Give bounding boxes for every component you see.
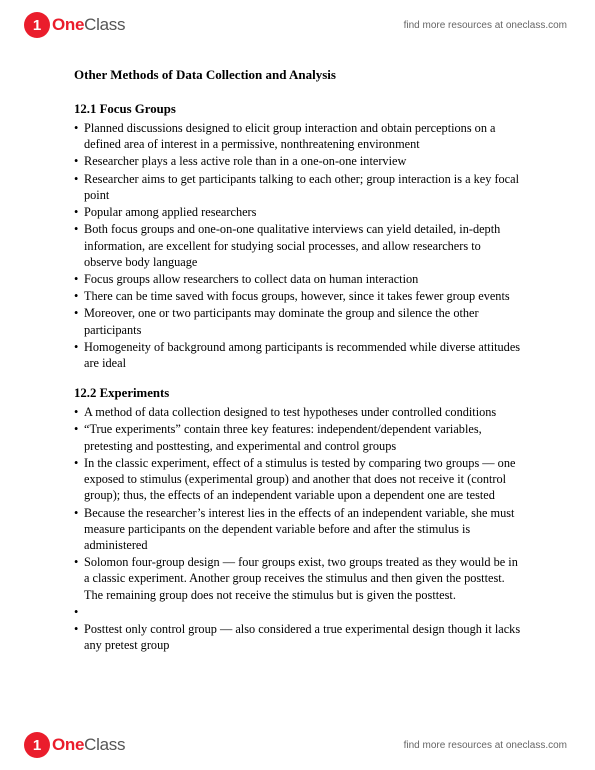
logo-class: Class xyxy=(84,15,125,34)
bullet-dot: • xyxy=(74,171,84,203)
bullet-text: Researcher aims to get participants talk… xyxy=(84,171,521,203)
bullet-dot: • xyxy=(74,120,84,152)
bullet-dot: • xyxy=(74,421,84,453)
bullet-text: Solomon four-group design — four groups … xyxy=(84,554,521,603)
bullet-item: • xyxy=(74,604,521,620)
bullet-dot: • xyxy=(74,554,84,603)
footer-logo: 1 OneClass xyxy=(24,732,125,758)
bullet-item: •Posttest only control group — also cons… xyxy=(74,621,521,653)
header: 1 OneClass find more resources at onecla… xyxy=(0,0,595,46)
bullet-item: •Because the researcher’s interest lies … xyxy=(74,505,521,554)
bullet-dot: • xyxy=(74,455,84,504)
bullet-text: Posttest only control group — also consi… xyxy=(84,621,521,653)
bullet-text: Both focus groups and one-on-one qualita… xyxy=(84,221,521,270)
bullet-item: •A method of data collection designed to… xyxy=(74,404,521,420)
bullet-item: •Solomon four-group design — four groups… xyxy=(74,554,521,603)
footer: 1 OneClass find more resources at onecla… xyxy=(0,724,595,770)
bullet-text: “True experiments” contain three key fea… xyxy=(84,421,521,453)
bullet-text xyxy=(84,604,521,620)
bullet-list: •Planned discussions designed to elicit … xyxy=(74,120,521,371)
bullet-text: Because the researcher’s interest lies i… xyxy=(84,505,521,554)
bullet-item: •Both focus groups and one-on-one qualit… xyxy=(74,221,521,270)
logo-text: OneClass xyxy=(52,735,125,755)
section-heading: 12.2 Experiments xyxy=(74,385,521,402)
bullet-dot: • xyxy=(74,153,84,169)
bullet-item: •Moreover, one or two participants may d… xyxy=(74,305,521,337)
bullet-dot: • xyxy=(74,271,84,287)
bullet-dot: • xyxy=(74,305,84,337)
bullet-text: Researcher plays a less active role than… xyxy=(84,153,521,169)
bullet-dot: • xyxy=(74,505,84,554)
bullet-text: Focus groups allow researchers to collec… xyxy=(84,271,521,287)
bullet-item: •Planned discussions designed to elicit … xyxy=(74,120,521,152)
bullet-item: •There can be time saved with focus grou… xyxy=(74,288,521,304)
bullet-item: •Researcher plays a less active role tha… xyxy=(74,153,521,169)
bullet-text: In the classic experiment, effect of a s… xyxy=(84,455,521,504)
logo-icon: 1 xyxy=(24,732,50,758)
bullet-text: Moreover, one or two participants may do… xyxy=(84,305,521,337)
bullet-text: Popular among applied researchers xyxy=(84,204,521,220)
bullet-dot: • xyxy=(74,604,84,620)
bullet-item: •Researcher aims to get participants tal… xyxy=(74,171,521,203)
bullet-dot: • xyxy=(74,288,84,304)
bullet-dot: • xyxy=(74,621,84,653)
bullet-dot: • xyxy=(74,404,84,420)
logo-text: OneClass xyxy=(52,15,125,35)
section-heading: 12.1 Focus Groups xyxy=(74,101,521,118)
bullet-text: Planned discussions designed to elicit g… xyxy=(84,120,521,152)
bullet-item: •Focus groups allow researchers to colle… xyxy=(74,271,521,287)
logo: 1 OneClass xyxy=(24,12,125,38)
bullet-dot: • xyxy=(74,339,84,371)
bullet-text: There can be time saved with focus group… xyxy=(84,288,521,304)
bullet-text: A method of data collection designed to … xyxy=(84,404,521,420)
footer-resources-link[interactable]: find more resources at oneclass.com xyxy=(404,740,567,751)
bullet-item: •Popular among applied researchers xyxy=(74,204,521,220)
logo-class: Class xyxy=(84,735,125,754)
bullet-dot: • xyxy=(74,204,84,220)
logo-one: One xyxy=(52,735,84,754)
bullet-list: •A method of data collection designed to… xyxy=(74,404,521,653)
header-resources-link[interactable]: find more resources at oneclass.com xyxy=(404,20,567,31)
bullet-text: Homogeneity of background among particip… xyxy=(84,339,521,371)
logo-icon: 1 xyxy=(24,12,50,38)
bullet-item: •In the classic experiment, effect of a … xyxy=(74,455,521,504)
document-body: Other Methods of Data Collection and Ana… xyxy=(0,46,595,654)
bullet-dot: • xyxy=(74,221,84,270)
bullet-item: •“True experiments” contain three key fe… xyxy=(74,421,521,453)
bullet-item: •Homogeneity of background among partici… xyxy=(74,339,521,371)
logo-one: One xyxy=(52,15,84,34)
page-title: Other Methods of Data Collection and Ana… xyxy=(74,66,521,83)
